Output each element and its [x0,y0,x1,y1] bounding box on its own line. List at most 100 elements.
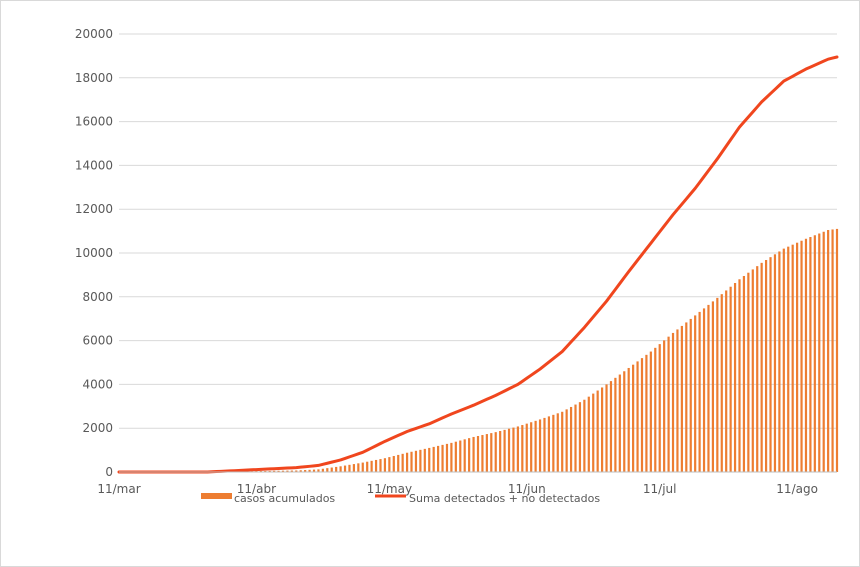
bar [476,435,480,472]
y-axis-ticks: 0 2000 4000 6000 8000 10000 12000 14000 16000 180… [75,27,113,479]
bar [822,231,825,472]
y-tick-label: 12000 [75,202,113,216]
bar [281,470,285,472]
bar [525,423,528,472]
bar [445,443,449,472]
x-tick-label: 11/may [367,482,412,496]
bar [569,406,573,472]
bar [720,294,723,472]
bar [432,446,435,472]
bar [787,246,790,472]
bar [499,431,502,472]
bar [716,297,719,472]
bar [600,387,604,472]
bar [352,464,356,472]
bar [370,460,373,472]
bar [565,409,568,472]
bar [290,470,293,472]
y-tick-label: 6000 [82,334,113,348]
bar [485,434,488,472]
bar [694,315,697,472]
bar [348,464,351,472]
bar [468,438,471,472]
bar [547,416,551,472]
bar [587,396,590,472]
y-tick-label: 0 [105,465,113,479]
bar [516,426,519,472]
x-tick-label: 11/jun [508,482,546,496]
legend-label: casos acumulados [234,492,335,505]
line-series [117,55,839,474]
bar [286,470,289,472]
bar [596,390,599,472]
bar [702,308,706,472]
bar [405,452,409,472]
bar [831,229,834,472]
bar [392,456,395,472]
bar [609,381,613,472]
bar [308,469,311,472]
bar [264,470,267,472]
bar [366,461,369,472]
bar [521,425,524,472]
x-axis: 11/mar 11/abr 11/may 11/jun 11/jul 11/ago [97,471,837,496]
bar [663,340,666,472]
bar [321,468,324,472]
bar [623,371,626,472]
bar [437,445,440,472]
bar [747,272,750,472]
bar [494,432,497,472]
bar [632,364,635,472]
bar [725,290,728,472]
bar [561,411,564,472]
y-tick-label: 16000 [75,115,113,129]
bar [729,286,732,472]
bar [813,235,816,472]
y-tick-label: 18000 [75,71,113,85]
series-line [117,55,839,474]
bar [401,453,404,472]
legend: casos acumulados Suma detectados + no det… [201,492,600,505]
bar [618,374,621,472]
bar [374,459,378,472]
bar [330,467,333,472]
x-tick-label: 11/ago [776,482,818,496]
bar [552,414,555,472]
bar [419,449,422,472]
y-tick-label: 8000 [82,290,113,304]
bar [711,301,715,472]
bar [782,248,785,472]
bar [649,351,652,472]
bar [295,470,298,472]
bar [423,448,426,472]
bar [578,402,582,472]
bar [463,439,466,472]
bar [654,347,657,472]
bar-series [117,228,839,472]
bar [778,251,781,472]
bar [791,244,794,472]
y-tick-label: 10000 [75,246,113,260]
bar [818,233,821,472]
bar [698,311,701,472]
bar [268,470,271,472]
bar [397,454,400,472]
bar [361,462,364,472]
y-tick-label: 20000 [75,27,113,41]
bar [640,358,644,472]
bar [769,257,772,472]
bar [538,419,542,472]
bar [667,336,670,472]
bar [277,470,280,472]
bar [472,436,475,472]
bar [459,440,462,472]
y-tick-label: 4000 [82,377,113,391]
bar [760,262,763,472]
bar [326,468,329,472]
bar [685,322,688,472]
bar [835,228,839,472]
bar [556,413,559,472]
bar [680,325,683,472]
